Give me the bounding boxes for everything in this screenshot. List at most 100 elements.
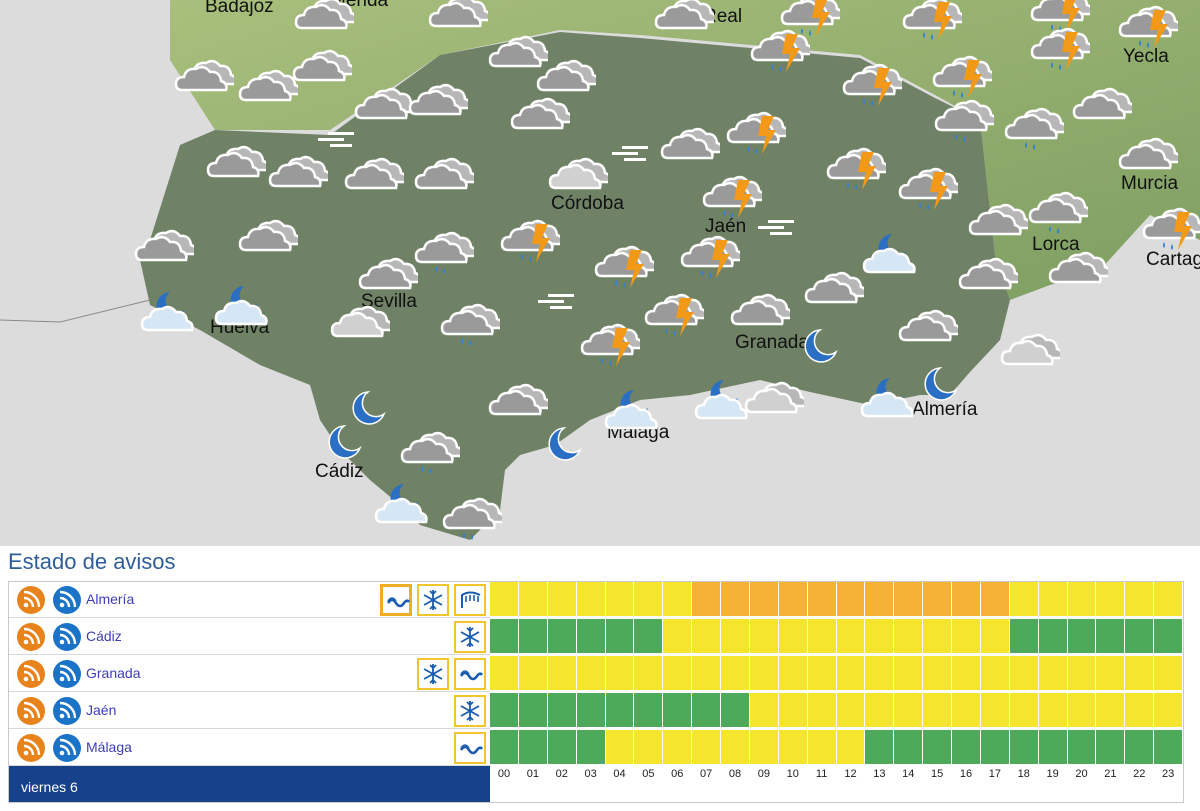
- level-cell[interactable]: [749, 582, 779, 617]
- level-cell[interactable]: [547, 656, 577, 691]
- level-cell[interactable]: [721, 619, 750, 654]
- level-cell[interactable]: [807, 730, 837, 765]
- rss-feed-icon[interactable]: [17, 734, 45, 762]
- level-cell[interactable]: [836, 730, 866, 765]
- level-cell[interactable]: [605, 582, 635, 617]
- rss-feed-icon[interactable]: [53, 623, 81, 651]
- level-cell[interactable]: [576, 619, 606, 654]
- level-cell[interactable]: [692, 693, 721, 728]
- level-cell[interactable]: [894, 730, 924, 765]
- province-link[interactable]: Jaén: [86, 702, 117, 718]
- level-cell[interactable]: [807, 656, 837, 691]
- level-cell[interactable]: [952, 582, 981, 617]
- rss-feed-icon[interactable]: [17, 697, 45, 725]
- level-cell[interactable]: [547, 730, 577, 765]
- level-cell[interactable]: [865, 693, 895, 728]
- level-cell[interactable]: [1009, 582, 1039, 617]
- snow-icon[interactable]: [454, 621, 486, 653]
- level-cell[interactable]: [923, 582, 952, 617]
- level-cell[interactable]: [692, 619, 721, 654]
- level-cell[interactable]: [547, 582, 577, 617]
- level-cell[interactable]: [894, 693, 924, 728]
- level-cell[interactable]: [518, 619, 548, 654]
- level-cell[interactable]: [749, 730, 779, 765]
- level-cell[interactable]: [894, 619, 924, 654]
- level-cell[interactable]: [1125, 582, 1155, 617]
- level-cell[interactable]: [807, 693, 837, 728]
- level-cell[interactable]: [952, 656, 981, 691]
- level-cell[interactable]: [634, 656, 664, 691]
- level-cell[interactable]: [634, 619, 664, 654]
- level-cell[interactable]: [1125, 656, 1155, 691]
- level-cell[interactable]: [721, 656, 750, 691]
- level-cell[interactable]: [1038, 619, 1068, 654]
- level-cell[interactable]: [1009, 656, 1039, 691]
- level-cell[interactable]: [952, 730, 981, 765]
- level-cell[interactable]: [1096, 693, 1126, 728]
- level-cell[interactable]: [576, 582, 606, 617]
- level-cell[interactable]: [865, 730, 895, 765]
- level-cell[interactable]: [807, 582, 837, 617]
- wind-icon[interactable]: [454, 584, 486, 616]
- level-cell[interactable]: [923, 619, 952, 654]
- level-cell[interactable]: [923, 693, 952, 728]
- level-cell[interactable]: [952, 619, 981, 654]
- level-cell[interactable]: [1067, 693, 1097, 728]
- level-cell[interactable]: [1067, 582, 1097, 617]
- rss-feed-icon[interactable]: [53, 697, 81, 725]
- level-cell[interactable]: [663, 656, 693, 691]
- level-cell[interactable]: [923, 656, 952, 691]
- level-cell[interactable]: [490, 619, 519, 654]
- rss-feed-icon[interactable]: [17, 586, 45, 614]
- level-cell[interactable]: [923, 730, 952, 765]
- level-cell[interactable]: [1067, 656, 1097, 691]
- level-cell[interactable]: [518, 693, 548, 728]
- level-cell[interactable]: [518, 582, 548, 617]
- level-cell[interactable]: [952, 693, 981, 728]
- level-cell[interactable]: [1067, 619, 1097, 654]
- level-cell[interactable]: [980, 619, 1010, 654]
- level-cell[interactable]: [490, 582, 519, 617]
- level-cell[interactable]: [1009, 693, 1039, 728]
- level-cell[interactable]: [1154, 619, 1183, 654]
- level-cell[interactable]: [576, 656, 606, 691]
- level-cell[interactable]: [980, 582, 1010, 617]
- level-cell[interactable]: [1154, 730, 1183, 765]
- level-cell[interactable]: [663, 619, 693, 654]
- level-cell[interactable]: [749, 619, 779, 654]
- level-cell[interactable]: [605, 656, 635, 691]
- level-cell[interactable]: [547, 693, 577, 728]
- rss-feed-icon[interactable]: [53, 586, 81, 614]
- level-cell[interactable]: [1154, 693, 1183, 728]
- level-cell[interactable]: [1125, 693, 1155, 728]
- level-cell[interactable]: [980, 693, 1010, 728]
- level-cell[interactable]: [778, 693, 808, 728]
- level-cell[interactable]: [721, 582, 750, 617]
- level-cell[interactable]: [490, 693, 519, 728]
- level-cell[interactable]: [518, 730, 548, 765]
- level-cell[interactable]: [749, 693, 779, 728]
- level-cell[interactable]: [778, 656, 808, 691]
- province-link[interactable]: Almería: [86, 591, 135, 607]
- province-link[interactable]: Cádiz: [86, 628, 122, 644]
- level-cell[interactable]: [836, 656, 866, 691]
- level-cell[interactable]: [1125, 619, 1155, 654]
- rss-feed-icon[interactable]: [53, 660, 81, 688]
- level-cell[interactable]: [1009, 730, 1039, 765]
- level-cell[interactable]: [605, 693, 635, 728]
- rss-feed-icon[interactable]: [53, 734, 81, 762]
- level-cell[interactable]: [692, 730, 721, 765]
- level-cell[interactable]: [1096, 619, 1126, 654]
- level-cell[interactable]: [1125, 730, 1155, 765]
- level-cell[interactable]: [634, 693, 664, 728]
- level-cell[interactable]: [1038, 693, 1068, 728]
- level-cell[interactable]: [490, 730, 519, 765]
- level-cell[interactable]: [1096, 730, 1126, 765]
- coastal-icon[interactable]: [380, 584, 412, 616]
- level-cell[interactable]: [490, 656, 519, 691]
- level-cell[interactable]: [1154, 656, 1183, 691]
- level-cell[interactable]: [778, 619, 808, 654]
- level-cell[interactable]: [721, 730, 750, 765]
- snow-icon[interactable]: [417, 584, 449, 616]
- province-link[interactable]: Granada: [86, 665, 141, 681]
